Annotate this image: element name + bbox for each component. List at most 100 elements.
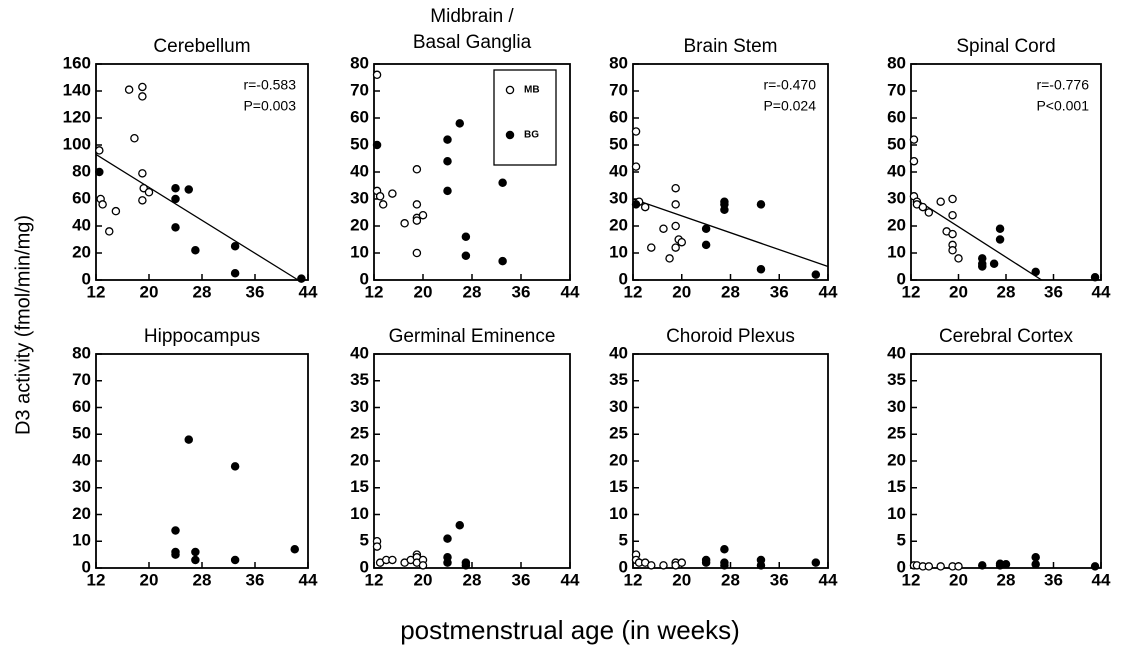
- data-point: [138, 92, 147, 101]
- data-point: [171, 550, 180, 559]
- y-tick-label: 10: [72, 531, 91, 550]
- y-tick-label: 160: [63, 53, 91, 72]
- x-tick-label: 12: [365, 570, 384, 589]
- data-point: [671, 200, 680, 209]
- x-tick-label: 28: [997, 282, 1016, 301]
- data-point: [1031, 560, 1040, 569]
- annotation: r=-0.583: [243, 77, 296, 93]
- x-tick-label: 44: [819, 282, 838, 301]
- x-tick-label: 36: [512, 282, 531, 301]
- data-point: [924, 562, 934, 571]
- data-point: [756, 561, 766, 570]
- x-tick-label: 20: [672, 282, 691, 301]
- data-point: [498, 178, 507, 188]
- data-point: [756, 200, 766, 209]
- data-point: [130, 133, 139, 143]
- data-point: [124, 85, 134, 94]
- data-point: [372, 542, 382, 551]
- data-point: [191, 246, 200, 255]
- x-tick-label: 28: [463, 570, 482, 589]
- y-tick-label: 60: [72, 397, 91, 416]
- x-tick-label: 28: [463, 282, 482, 301]
- data-point: [372, 140, 382, 150]
- chart-title: Cerebellum: [153, 36, 250, 57]
- data-point: [989, 259, 999, 269]
- y-tick-label: 80: [72, 343, 91, 362]
- annotation: P<0.001: [1036, 98, 1089, 114]
- x-tick-label: 36: [770, 282, 789, 301]
- y-tick-label: 30: [350, 188, 369, 207]
- x-tick-label: 20: [414, 282, 433, 301]
- y-tick-label: 40: [887, 343, 906, 362]
- chart-title: Midbrain /: [430, 6, 514, 27]
- y-tick-label: 30: [609, 397, 628, 416]
- data-point: [388, 555, 397, 565]
- data-point: [111, 206, 121, 216]
- data-point: [230, 462, 240, 471]
- data-point: [138, 196, 147, 205]
- chart-title: Spinal Cord: [956, 36, 1055, 57]
- data-point: [105, 227, 114, 236]
- data-point: [144, 187, 154, 197]
- y-tick-label: 35: [887, 370, 906, 389]
- y-tick-label: 60: [609, 107, 628, 126]
- annotation: r=-0.470: [763, 77, 816, 93]
- y-tick-label: 30: [609, 188, 628, 207]
- y-tick-label: 5: [360, 531, 369, 550]
- legend-label: BG: [524, 130, 539, 141]
- y-axis-label: D3 activity (fmol/min/mg): [12, 215, 34, 435]
- data-point: [191, 555, 200, 565]
- data-point: [631, 162, 641, 171]
- y-tick-label: 10: [609, 504, 628, 523]
- x-axis-label: postmenstrual age (in weeks): [400, 615, 740, 645]
- x-tick-label: 44: [299, 282, 318, 301]
- data-point: [418, 561, 428, 570]
- chart-title: Cerebral Cortex: [939, 326, 1074, 347]
- data-point: [954, 254, 963, 263]
- y-tick-label: 20: [609, 450, 628, 469]
- data-point: [171, 183, 180, 193]
- annotation: r=-0.776: [1036, 77, 1089, 93]
- data-point: [443, 558, 452, 567]
- data-point: [412, 165, 422, 174]
- data-point: [138, 82, 147, 92]
- y-tick-label: 50: [887, 134, 906, 153]
- y-tick-label: 20: [350, 450, 369, 469]
- y-tick-label: 15: [609, 477, 628, 496]
- data-point: [98, 200, 107, 209]
- y-tick-label: 0: [360, 557, 369, 576]
- legend-marker: [505, 130, 515, 140]
- x-tick-label: 20: [140, 570, 159, 589]
- chart-title: Brain Stem: [684, 36, 778, 57]
- y-tick-label: 70: [609, 80, 628, 99]
- x-tick-label: 12: [624, 570, 643, 589]
- x-tick-label: 44: [1092, 282, 1111, 301]
- data-point: [375, 192, 385, 201]
- x-tick-label: 12: [902, 282, 921, 301]
- data-point: [948, 210, 957, 220]
- annotation: P=0.024: [763, 98, 816, 114]
- data-point: [720, 545, 729, 554]
- x-tick-label: 36: [1044, 570, 1063, 589]
- data-point: [701, 224, 711, 233]
- y-tick-label: 0: [897, 557, 906, 576]
- data-point: [461, 232, 471, 242]
- chart-title: Hippocampus: [144, 326, 260, 347]
- y-tick-label: 40: [350, 343, 369, 362]
- x-tick-label: 28: [721, 282, 740, 301]
- data-point: [671, 243, 680, 252]
- data-point: [171, 526, 180, 535]
- data-point: [909, 135, 919, 144]
- plot-frame: [632, 353, 829, 569]
- data-point: [290, 545, 299, 554]
- data-point: [461, 251, 471, 260]
- data-point: [631, 200, 641, 209]
- data-point: [171, 223, 180, 232]
- y-tick-label: 40: [887, 161, 906, 180]
- data-point: [455, 520, 464, 530]
- data-point: [677, 237, 687, 247]
- data-point: [995, 235, 1005, 244]
- y-tick-label: 0: [82, 557, 91, 576]
- y-tick-label: 100: [63, 134, 91, 153]
